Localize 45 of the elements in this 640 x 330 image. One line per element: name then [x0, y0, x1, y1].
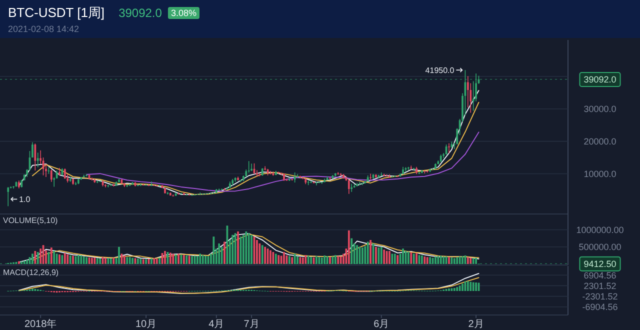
text: 3.08% — [170, 8, 196, 18]
y-tick-label: 20000.0 — [584, 136, 616, 146]
x-tick-label: 2月 — [468, 319, 484, 330]
candlestick — [50, 169, 52, 182]
candlestick — [348, 179, 350, 194]
candlestick — [64, 168, 66, 180]
text: 39092.0 — [118, 6, 162, 20]
candlestick — [36, 152, 39, 168]
line-series — [18, 277, 480, 294]
y-tick-label: 500000.00 — [578, 242, 622, 252]
x-tick-label: 2018年 — [24, 318, 57, 330]
candlestick — [350, 183, 353, 192]
candlestick — [380, 172, 382, 176]
candlestick — [383, 173, 386, 177]
candlestick — [294, 172, 296, 183]
y-tick-label: 30000.0 — [584, 104, 616, 114]
text: 2021-02-08 14:42 — [8, 24, 80, 34]
ref-line-label: 9412.50 — [584, 258, 616, 269]
chart-title: BTC-USDT [1周] — [8, 5, 105, 20]
ref-line-label: 39092.0 — [584, 74, 616, 84]
x-tick-label: 10月 — [135, 319, 157, 330]
x-tick-label: 4月 — [208, 319, 224, 330]
y-tick-label: -2301.52 — [582, 291, 618, 302]
annotation: 1.0 — [19, 194, 31, 204]
y-tick-label: 2301.52 — [584, 280, 616, 291]
candlestick — [7, 186, 10, 207]
candlestick — [316, 181, 318, 186]
y-tick-label: -6904.56 — [582, 302, 618, 312]
chart-title: VOLUME(5,10) — [3, 216, 58, 225]
chart-title: MACD(12,26,9) — [3, 268, 59, 277]
candlestick — [248, 160, 250, 174]
candlestick — [410, 165, 412, 170]
candlestick — [150, 181, 152, 186]
y-tick-label: 10000.0 — [584, 168, 616, 179]
y-tick-label: 1000000.00 — [576, 224, 624, 235]
candlestick — [270, 170, 272, 175]
annotation: 41950.0 — [425, 66, 455, 75]
candlestick — [250, 163, 252, 172]
x-tick-label: 7月 — [244, 319, 260, 330]
candlestick — [448, 142, 450, 154]
candlestick — [104, 184, 106, 188]
x-tick-label: 6月 — [374, 319, 390, 330]
line-series — [86, 132, 480, 192]
y-tick-label: 6904.56 — [584, 270, 616, 280]
candlestick — [34, 143, 36, 171]
